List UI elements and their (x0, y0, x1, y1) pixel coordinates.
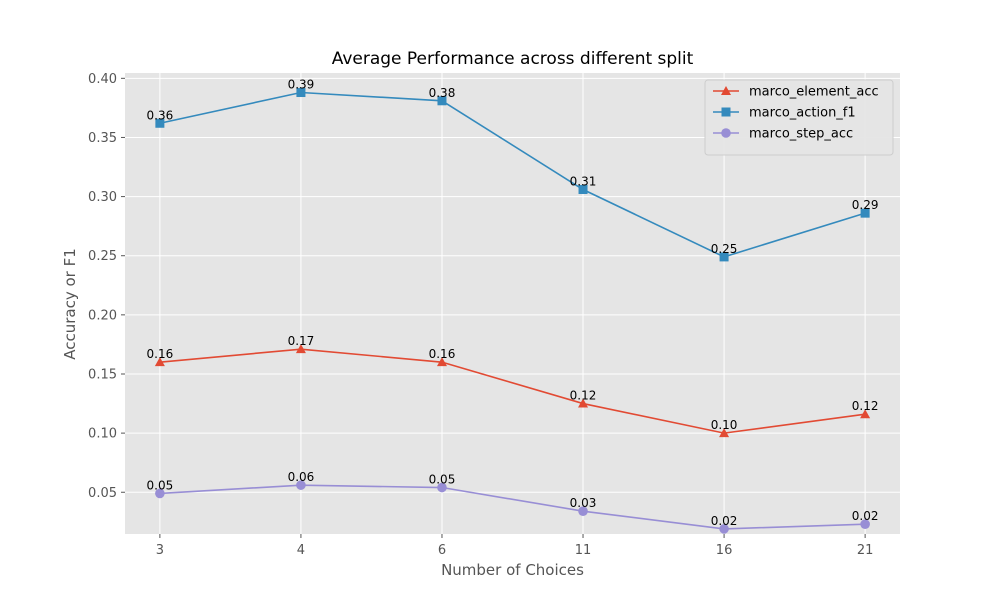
data-label: 0.16 (429, 347, 456, 361)
data-point (860, 409, 871, 419)
x-tick-label: 4 (297, 543, 305, 558)
data-point (296, 480, 306, 490)
data-label: 0.05 (429, 473, 456, 487)
series-line (159, 484, 866, 530)
data-label: 0.12 (570, 389, 597, 403)
legend-marker (721, 86, 731, 95)
data-label: 0.38 (429, 86, 456, 100)
data-label: 0.31 (570, 174, 597, 188)
data-label: 0.36 (147, 108, 174, 122)
data-label: 0.03 (570, 496, 597, 510)
y-tick-label: 0.25 (88, 249, 117, 264)
grid-lines (125, 73, 900, 534)
x-axis: 3 4 6 11 16 21 (156, 534, 874, 558)
x-tick-label: 21 (857, 543, 874, 558)
data-label: 0.39 (288, 78, 315, 92)
y-axis-label: Accuracy or F1 (61, 248, 79, 360)
data-label: 0.29 (852, 198, 879, 212)
x-tick-label: 16 (716, 543, 733, 558)
legend: marco_element_acc marco_action_f1 marco_st… (704, 79, 894, 156)
y-axis: 0.05 0.10 0.15 0.20 0.25 0.30 0.35 0.40 (88, 72, 125, 501)
series-marco_element_acc: 0.16 0.17 0.16 0.12 0.10 0.12 (147, 334, 879, 438)
legend-marker (721, 128, 731, 138)
legend-item: marco_step_acc (713, 127, 853, 142)
legend-item: marco_element_acc (713, 85, 879, 100)
legend-label: marco_element_acc (749, 85, 879, 100)
data-point (155, 488, 165, 499)
data-label: 0.17 (288, 334, 315, 348)
data-point (578, 398, 589, 408)
data-point (155, 118, 165, 128)
series-line (159, 91, 866, 258)
data-label: 0.02 (852, 509, 879, 523)
legend-marker (721, 107, 731, 117)
x-tick-label: 6 (438, 543, 446, 558)
data-point (578, 184, 588, 194)
data-point (719, 524, 729, 534)
y-tick-label: 0.15 (88, 367, 117, 382)
data-point (860, 208, 870, 218)
x-tick-label: 3 (156, 543, 164, 558)
series-marco_action_f1: 0.36 0.39 0.38 0.31 0.25 0.29 (147, 78, 879, 262)
y-tick-label: 0.05 (88, 486, 117, 501)
x-tick-label: 11 (575, 543, 592, 558)
data-label: 0.12 (852, 399, 879, 413)
y-tick-label: 0.20 (88, 308, 117, 323)
data-label: 0.02 (711, 514, 738, 528)
data-label: 0.16 (147, 347, 174, 361)
legend-box (704, 79, 894, 156)
chart-title: Average Performance across different spl… (332, 49, 694, 69)
y-tick-label: 0.30 (88, 190, 117, 205)
legend-label: marco_step_acc (749, 127, 853, 142)
data-point (860, 519, 870, 529)
data-point (437, 482, 447, 493)
y-tick-label: 0.40 (88, 72, 117, 87)
data-point (719, 252, 729, 262)
data-label: 0.05 (147, 478, 174, 492)
data-point (719, 428, 730, 438)
data-point (154, 357, 165, 367)
legend-label: marco_action_f1 (749, 106, 856, 121)
legend-item: marco_action_f1 (713, 106, 856, 121)
data-label: 0.06 (288, 470, 315, 484)
data-label: 0.25 (711, 242, 738, 256)
data-label: 0.10 (711, 418, 738, 432)
data-point (578, 506, 588, 516)
y-tick-label: 0.35 (88, 131, 117, 146)
data-point (296, 88, 306, 98)
series-line (159, 348, 866, 434)
series-marco_step_acc: 0.05 0.06 0.05 0.03 0.02 0.02 (147, 470, 879, 534)
x-axis-label: Number of Choices (441, 561, 584, 579)
data-point (437, 96, 447, 106)
data-point (436, 357, 447, 367)
data-point (295, 344, 306, 354)
y-tick-label: 0.10 (88, 427, 117, 442)
